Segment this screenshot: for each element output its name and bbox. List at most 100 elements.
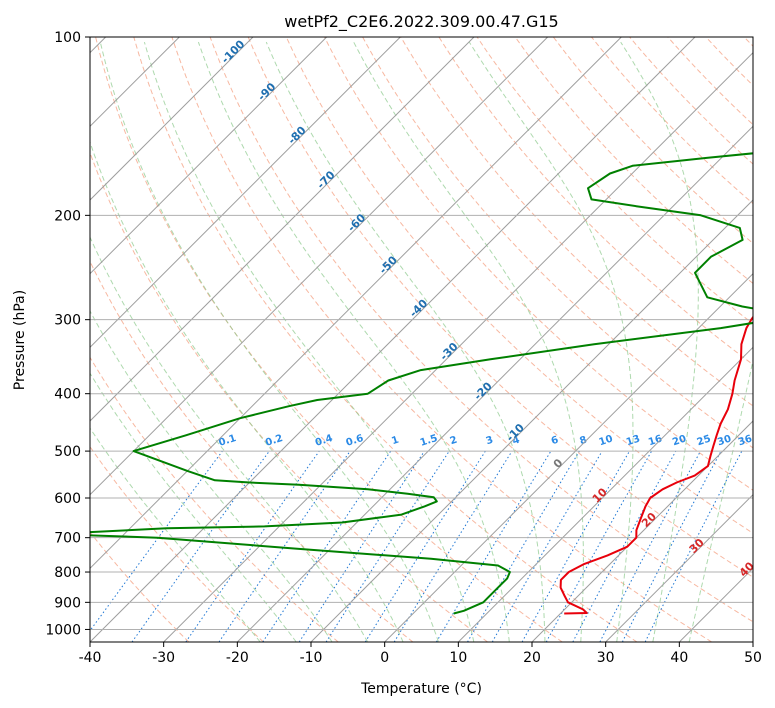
mixing-ratio-label: 36 <box>737 434 754 449</box>
x-axis-label: Temperature (°C) <box>360 681 482 697</box>
dry-adiabat <box>90 356 339 642</box>
mixing-ratio-line <box>467 450 580 642</box>
moist-adiabat <box>468 41 634 642</box>
y-tick-label: 100 <box>54 30 81 46</box>
dry-adiabat <box>362 37 753 449</box>
moist-adiabat <box>353 41 584 642</box>
isotherm-line <box>384 272 753 642</box>
dry-adiabat <box>476 37 753 325</box>
moist-adiabat <box>143 41 475 642</box>
moist-adiabat <box>90 236 369 642</box>
x-tick-label: 0 <box>380 650 389 666</box>
mixing-ratio-line <box>218 450 351 642</box>
dry-adiabat <box>90 445 264 642</box>
isotherm-line <box>236 125 753 642</box>
isotherm-label: -100 <box>219 37 248 66</box>
dry-adiabat <box>90 151 488 642</box>
isotherm-line <box>310 199 753 642</box>
dry-adiabat <box>514 37 753 285</box>
mixing-ratio-label: 25 <box>696 434 713 449</box>
moist-adiabat <box>90 427 261 642</box>
mixing-ratio-label: 20 <box>671 434 688 449</box>
moist-adiabat <box>688 357 753 642</box>
isotherm-line <box>90 37 475 422</box>
mixing-ratio-line <box>621 450 722 642</box>
chart-title: wetPf2_C2E6.2022.309.00.47.G15 <box>284 12 558 32</box>
mixing-ratio-label: 0.1 <box>217 433 237 449</box>
dry-adiabat <box>552 37 753 244</box>
y-axis-label: Pressure (hPa) <box>12 290 28 390</box>
x-tick-label: 10 <box>449 650 467 666</box>
dry-adiabat <box>133 37 638 642</box>
isotherm-line <box>90 37 622 570</box>
moist-adiabat <box>90 310 333 642</box>
isotherm-label: -90 <box>255 80 278 103</box>
isotherm-line <box>90 37 549 496</box>
mixing-ratio-line <box>185 450 320 642</box>
mixing-ratio-label: 13 <box>625 434 642 449</box>
x-tick-label: 40 <box>670 650 688 666</box>
mixing-ratio-line <box>325 450 450 642</box>
mixing-ratio-label: 6 <box>550 435 560 448</box>
mixing-ratio-line <box>131 450 270 642</box>
isotherm-label: -70 <box>314 168 337 191</box>
x-tick-label: -20 <box>226 650 249 666</box>
y-tick-label: 300 <box>54 313 81 329</box>
mixing-ratio-label: 3 <box>485 435 495 448</box>
mixing-ratio-label: 0.2 <box>264 433 284 449</box>
isotherm-label: -80 <box>285 124 308 147</box>
isotherm-label: -40 <box>407 297 430 320</box>
dry-adiabat <box>743 37 753 47</box>
moist-adiabat <box>265 41 546 642</box>
temperature-label: 40 <box>737 559 757 579</box>
x-tick-label: 30 <box>597 650 615 666</box>
isotherm-line <box>90 37 401 349</box>
isotherm-line <box>605 493 753 642</box>
moist-adiabat <box>90 140 404 642</box>
mixing-ratio-line <box>435 450 552 642</box>
y-tick-label: 700 <box>54 531 81 547</box>
dry-adiabat <box>324 37 753 491</box>
mixing-ratio-line <box>572 450 677 642</box>
isotherm-line <box>163 51 753 642</box>
moist-adiabat <box>620 41 699 642</box>
mixing-ratio-label: 1.5 <box>419 433 439 449</box>
dewpoint-profile <box>90 152 753 615</box>
y-tick-label: 200 <box>54 208 81 224</box>
x-tick-label: 20 <box>523 650 541 666</box>
dry-adiabat <box>90 260 414 642</box>
temperature-label: 10 <box>590 485 610 505</box>
y-tick-label: 900 <box>54 595 81 611</box>
isotherm-line <box>457 346 753 642</box>
mixing-ratio-label: 30 <box>716 434 733 449</box>
mixing-ratio-label: 4 <box>511 435 521 448</box>
dry-adiabat <box>667 37 753 126</box>
plot-area: 0.1 0.2 0.4 0.6 1 1.5 2 3 4 6 8 10 13 16 20 25 30 36-100-… <box>90 37 757 642</box>
mixing-ratio-label: 2 <box>449 435 459 448</box>
mixing-ratio-line <box>393 450 513 642</box>
dry-adiabat <box>90 531 190 642</box>
y-tick-label: 500 <box>54 444 81 460</box>
x-tick-label: 50 <box>744 650 762 666</box>
dry-adiabat <box>285 37 753 534</box>
isotherm-line <box>752 641 753 642</box>
dry-adiabat <box>247 37 753 578</box>
isotherm-line <box>90 37 696 642</box>
mixing-ratio-label: 0.4 <box>314 433 334 449</box>
plot-frame <box>89 36 754 643</box>
temperature-profile <box>559 315 753 615</box>
mixing-ratio-line <box>491 450 603 642</box>
temperature-label: 30 <box>687 536 707 556</box>
isotherm-line <box>531 420 753 642</box>
mixing-ratio-line <box>364 450 486 642</box>
dry-adiabat <box>591 37 753 205</box>
mixing-ratio-label: 16 <box>647 434 664 449</box>
mixing-ratio-label: 8 <box>578 435 588 448</box>
isotherm-label: -60 <box>345 211 368 234</box>
y-tick-label: 600 <box>54 491 81 507</box>
x-tick-label: -40 <box>79 650 102 666</box>
y-tick-label: 400 <box>54 387 81 403</box>
mixing-ratio-label: 10 <box>598 434 615 449</box>
mixing-ratio-line <box>521 450 630 642</box>
isotherm-line <box>90 37 328 275</box>
